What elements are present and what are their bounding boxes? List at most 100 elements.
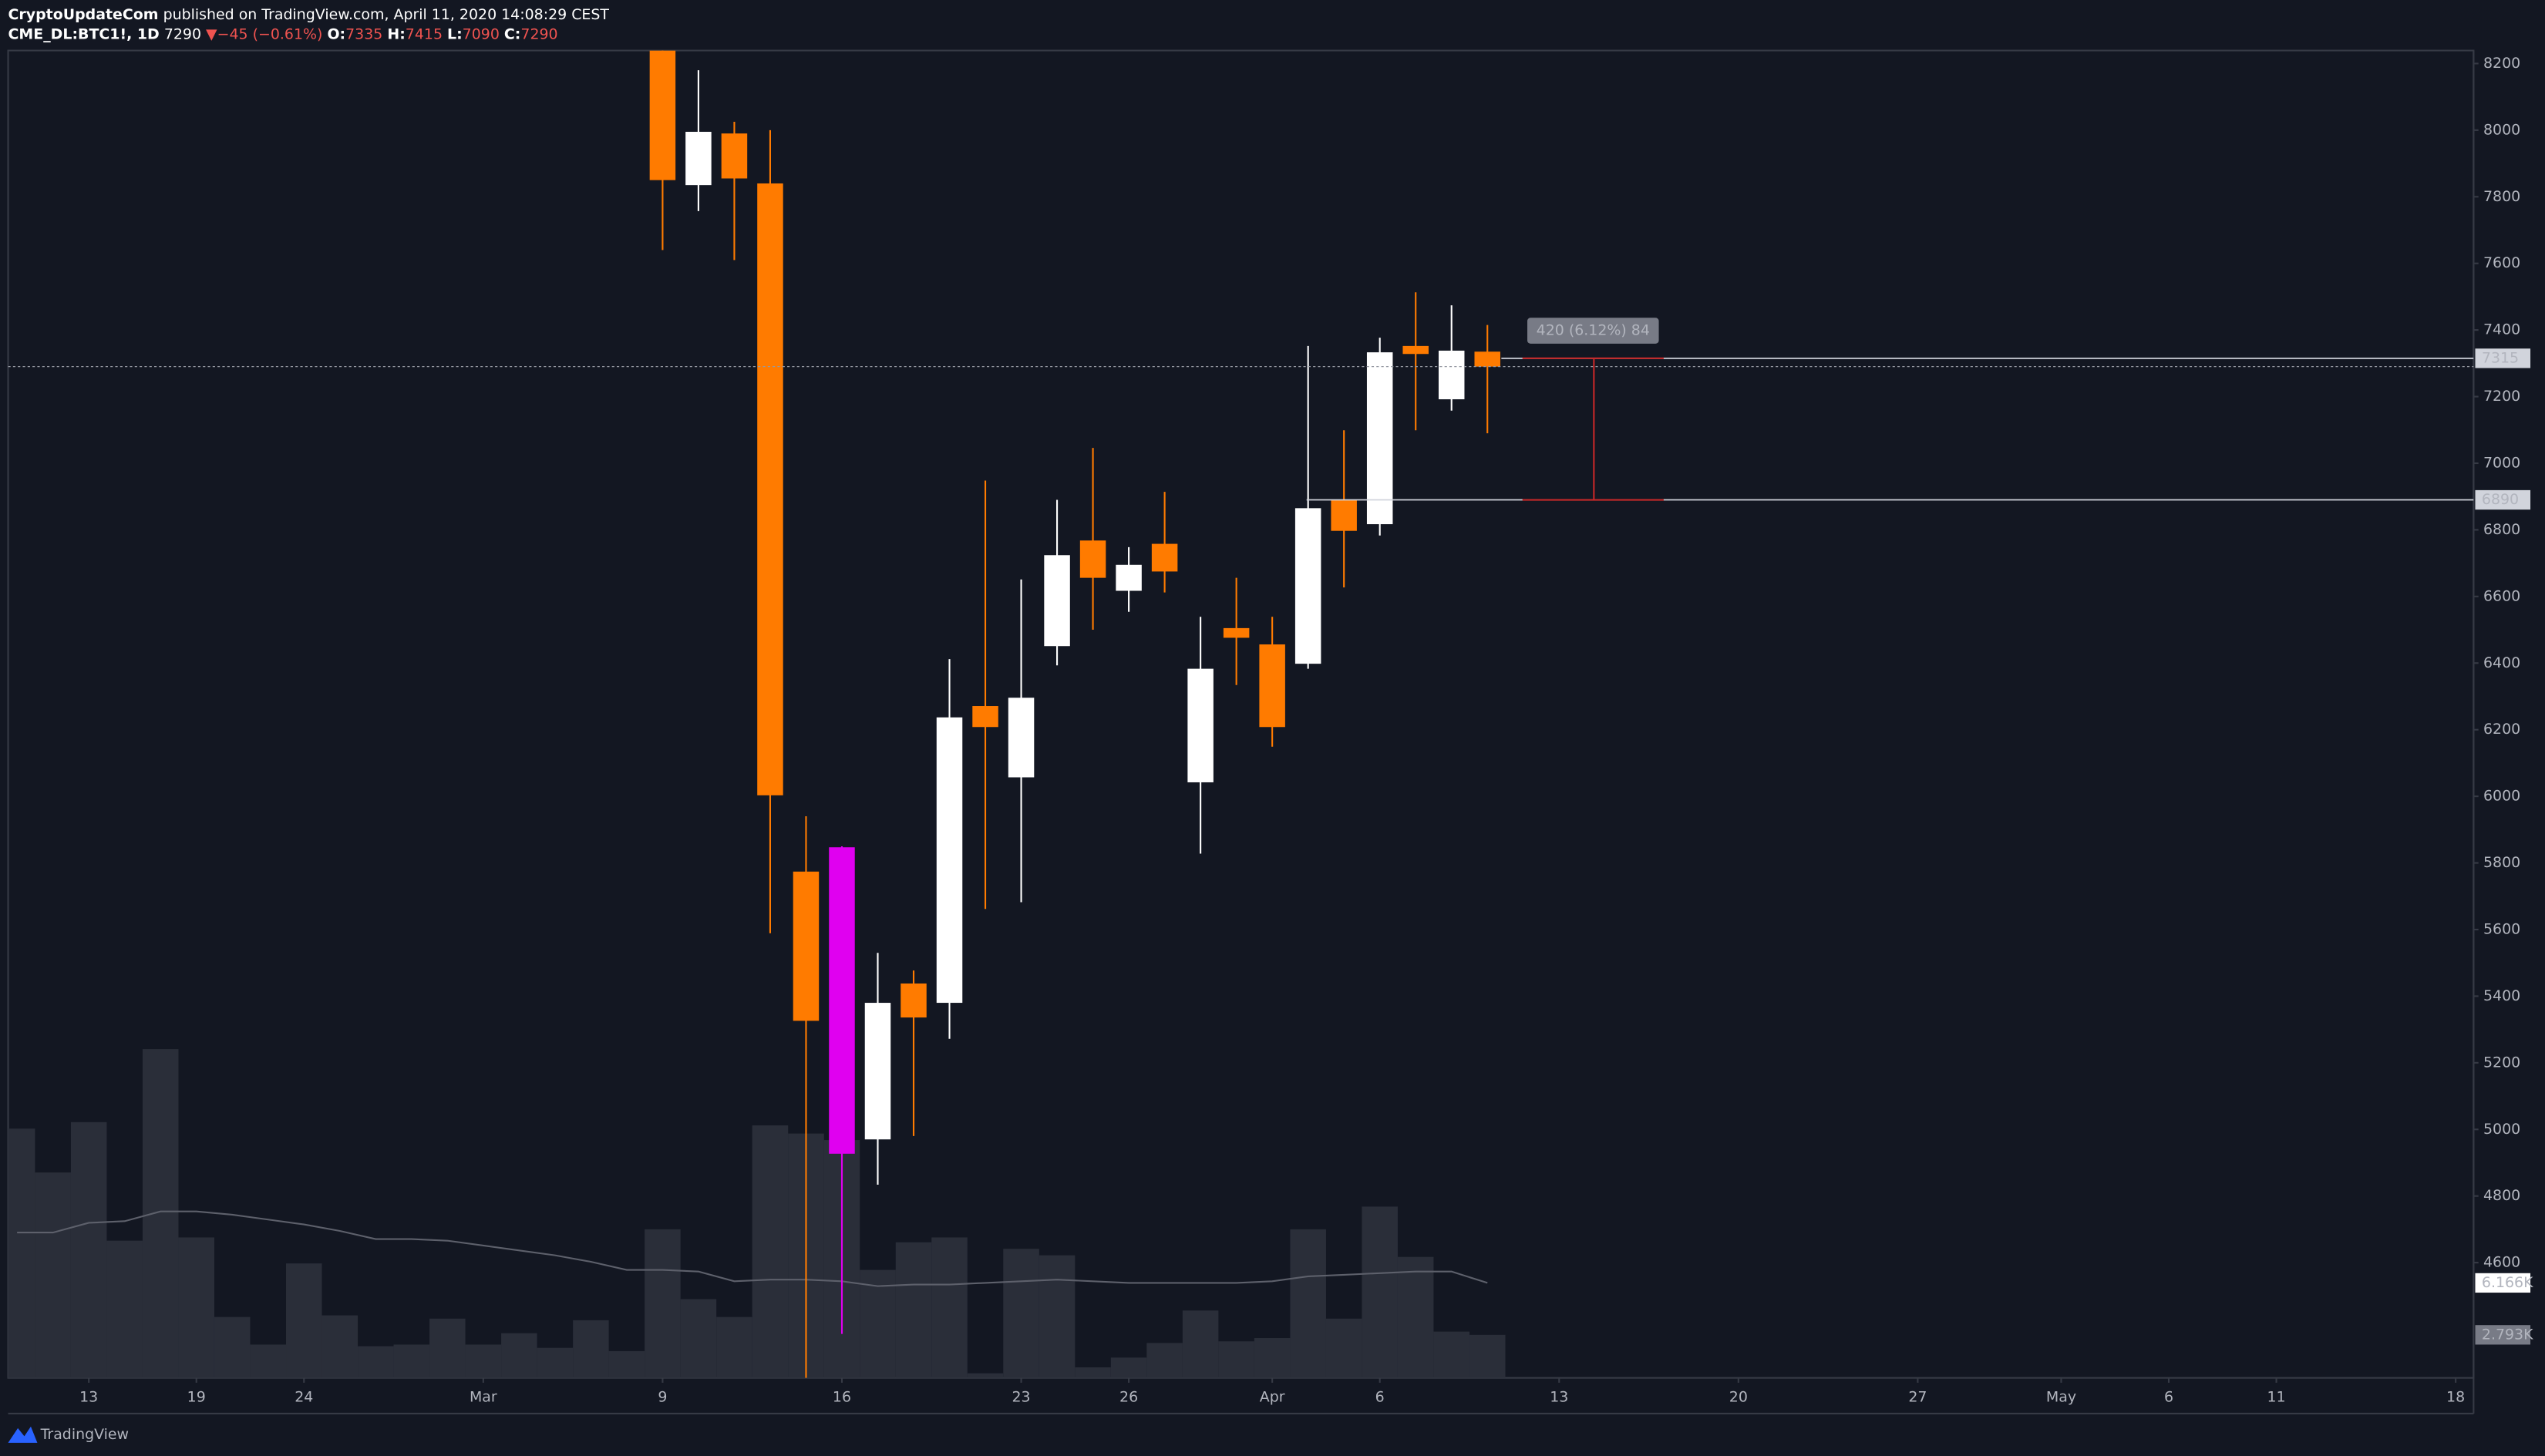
candle-body [1438,350,1465,400]
last-price: 7290 [164,25,201,42]
x-tick-label: May [2046,1388,2076,1405]
x-tick-label: 27 [1908,1388,1927,1405]
volume-pane [8,1049,1506,1378]
low-label: L: [447,25,463,42]
volume-bar [1146,1343,1183,1378]
x-tick-label: 6 [2164,1388,2173,1405]
y-tick-label: 7600 [2483,254,2520,271]
x-tick-label: 16 [833,1388,851,1405]
candle-body [757,183,783,795]
range-label: 420 (6.12%) 84 [1537,322,1650,339]
volume-bar [1362,1206,1398,1378]
volume-ma-line [17,1210,1488,1287]
volume-bar [178,1237,214,1378]
volume-bar [716,1316,752,1378]
range-low-label-box [2475,489,2531,510]
volume-bar [645,1229,681,1378]
brand: TradingView [40,1426,129,1443]
change: −45 (−0.61%) [217,25,323,42]
candle-body [1079,540,1106,578]
open-value: 7335 [345,25,382,42]
logo-icon [8,1426,38,1443]
volume-bar [608,1350,645,1378]
y-tick-label: 5600 [2483,920,2520,937]
candle-body [1259,644,1285,728]
candle-body [1331,499,1357,531]
volume-label-box [2475,1325,2531,1345]
volume-bar [501,1333,537,1378]
candle-body [721,133,748,179]
axes: 13 19 24 Mar 9 16 23 26 Apr 6 13 20 27 May 6 11 18 4600 48… [79,55,2533,1405]
x-tick-label: 23 [1012,1388,1030,1405]
y-tick-label: 7800 [2483,188,2520,205]
candle-body [829,847,855,1154]
logo[interactable]: TradingView [8,1426,130,1443]
volume-bar [1218,1341,1254,1378]
header-line: CryptoUpdateCom published on TradingView… [8,6,610,23]
y-tick-label: 5000 [2483,1121,2520,1138]
volume-bar [142,1049,179,1378]
volume-bar [573,1320,609,1378]
volume-bar [358,1346,394,1378]
x-tick-label: 13 [79,1388,98,1405]
candle-body [864,1003,891,1140]
volume-bar [1075,1367,1111,1378]
x-tick-label: Mar [470,1388,497,1405]
volume-bar [1254,1338,1291,1378]
publisher: CryptoUpdateCom [8,6,159,23]
volume-bar [1003,1249,1039,1378]
y-tick-label: 7200 [2483,388,2520,405]
close-label: C: [504,25,520,42]
volume-bar [250,1344,287,1378]
range-low-label: 6890 [2482,491,2519,508]
candle-body [1294,508,1321,664]
volume-bar [537,1347,574,1378]
volume-bar [895,1242,932,1378]
candle-body [1044,555,1070,647]
published: published on TradingView.com, April 11, … [163,6,610,23]
volume-bar [321,1315,359,1378]
candle-body [1116,564,1142,591]
candle-body [685,132,712,186]
y-tick-label: 5800 [2483,854,2520,871]
x-tick-label: 6 [1375,1388,1385,1405]
y-tick-label: 8000 [2483,121,2520,138]
volume-bar [35,1172,71,1378]
x-tick-label: 11 [2267,1388,2285,1405]
header-line: CME_DL:BTC1!, 1D 7290 ▼−45 (−0.61%) O:73… [8,25,558,42]
volume-bar [1182,1310,1219,1378]
volume-bar [1290,1229,1326,1378]
candle-body [1008,698,1035,778]
candle-body [1223,627,1250,638]
y-tick-label: 6800 [2483,521,2520,538]
low-value: 7090 [463,25,500,42]
volume-bar [1110,1357,1147,1378]
candle-body [972,706,998,728]
y-tick-label: 6000 [2483,788,2520,805]
y-tick-label: 8200 [2483,55,2520,72]
price-pane: 420 (6.12%) 84 [8,50,2474,1378]
range-label-box [1527,318,1659,344]
volume-bar [393,1344,430,1378]
volume-bar [1397,1256,1434,1378]
candle-body [793,871,820,1021]
range-high-label-box [2475,348,2531,368]
volume-bar [214,1316,251,1378]
volume-bar [429,1318,466,1378]
y-tick-label: 6400 [2483,654,2520,671]
y-tick-label: 5400 [2483,987,2520,1004]
x-tick-label: 26 [1119,1388,1138,1405]
candle-body [936,717,963,1004]
candle-body [1187,668,1214,782]
x-tick-label: 9 [658,1388,667,1405]
volume-bar [967,1373,1004,1378]
x-tick-label: 18 [2446,1388,2465,1405]
change-arrow: ▼ [206,25,217,42]
y-tick-label: 7000 [2483,454,2520,471]
y-tick-label: 5200 [2483,1054,2520,1071]
x-tick-label: 24 [295,1388,313,1405]
x-tick-label: Apr [1260,1388,1285,1405]
volume-ma-label: 6.166K [2482,1274,2533,1291]
